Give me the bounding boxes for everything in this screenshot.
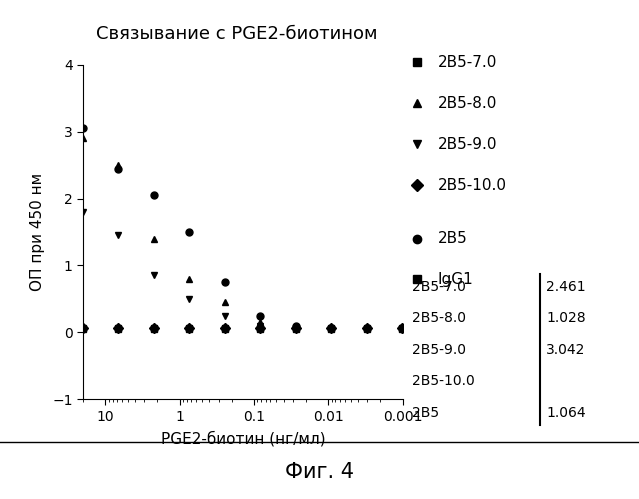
Text: 2B5-9.0: 2B5-9.0 bbox=[412, 343, 466, 357]
Text: 2B5-10.0: 2B5-10.0 bbox=[438, 178, 507, 193]
Text: 2B5-7.0: 2B5-7.0 bbox=[438, 55, 497, 70]
Text: 1.064: 1.064 bbox=[546, 406, 586, 420]
Text: 2B5-8.0: 2B5-8.0 bbox=[412, 311, 466, 325]
Text: 2B5-9.0: 2B5-9.0 bbox=[438, 137, 497, 152]
Text: 2.461: 2.461 bbox=[546, 280, 586, 294]
Y-axis label: ОП при 450 нм: ОП при 450 нм bbox=[30, 173, 45, 291]
Text: 2B5: 2B5 bbox=[412, 406, 439, 420]
Text: IgG1: IgG1 bbox=[438, 272, 473, 287]
Text: 3.042: 3.042 bbox=[546, 343, 586, 357]
X-axis label: PGE2-биотин (нг/мл): PGE2-биотин (нг/мл) bbox=[160, 431, 325, 446]
Text: 2B5-8.0: 2B5-8.0 bbox=[438, 96, 497, 111]
Text: 2B5-10.0: 2B5-10.0 bbox=[412, 374, 475, 388]
Text: Фиг. 4: Фиг. 4 bbox=[285, 462, 354, 482]
Text: 1.028: 1.028 bbox=[546, 311, 586, 325]
Text: 2B5-7.0: 2B5-7.0 bbox=[412, 280, 466, 294]
Text: 2B5: 2B5 bbox=[438, 231, 468, 246]
Text: Связывание с PGE2-биотином: Связывание с PGE2-биотином bbox=[96, 25, 377, 43]
